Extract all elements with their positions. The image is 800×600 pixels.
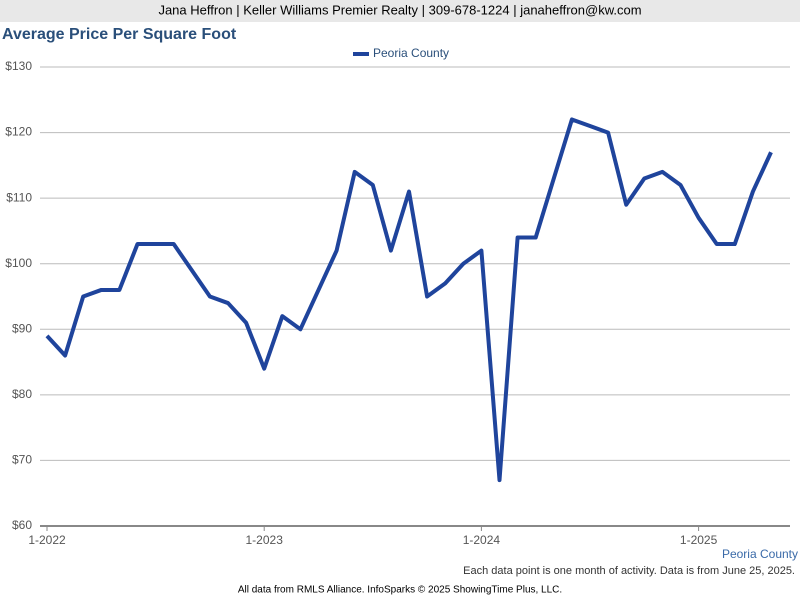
series-line <box>45 117 773 483</box>
header: Jana Heffron | Keller Williams Premier R… <box>158 2 641 17</box>
x-tick-label: 1-2025 <box>680 533 718 547</box>
y-tick-label: $80 <box>12 387 32 401</box>
y-tick-label: $120 <box>5 125 32 139</box>
y-tick-label: $60 <box>12 518 32 532</box>
y-tick-label: $100 <box>5 256 32 270</box>
x-tick-label: 1-2022 <box>28 533 66 547</box>
series-label: Peoria County <box>722 547 798 561</box>
note: Each data point is one month of activity… <box>463 565 795 577</box>
x-tick-label: 1-2023 <box>246 533 284 547</box>
y-tick-label: $90 <box>12 321 32 335</box>
y-tick-label: $110 <box>6 190 32 204</box>
y-tick-label: $130 <box>5 59 32 73</box>
chart-title: Average Price Per Square Foot <box>2 26 237 43</box>
x-tick-label: 1-2024 <box>463 533 501 547</box>
header-bar <box>0 0 800 22</box>
legend-label: Peoria County <box>373 46 449 60</box>
y-tick-label: $70 <box>12 453 32 467</box>
footer: All data from RMLS Alliance. InfoSparks … <box>238 585 562 596</box>
